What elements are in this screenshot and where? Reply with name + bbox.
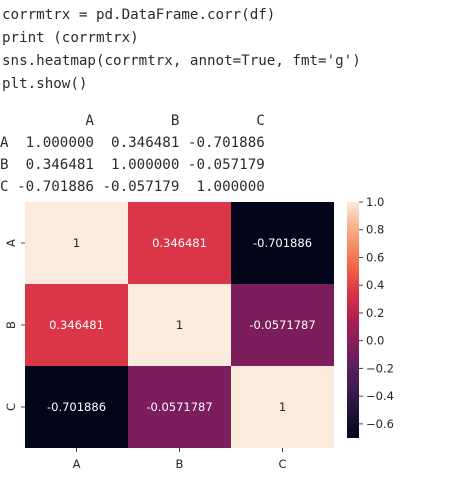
x-tick-label: A	[73, 457, 81, 471]
heatmap-cell	[128, 202, 231, 284]
heatmap-cell	[231, 284, 334, 366]
code-line: print (corrmtrx)	[2, 30, 139, 46]
heatmap-cell	[231, 202, 334, 284]
heatmap-cell-annotation: 1	[73, 236, 80, 250]
heatmap-cell-annotation: -0.701886	[253, 236, 312, 250]
colorbar-tick-label: 0.8	[366, 223, 384, 237]
code-cell[interactable]: corrmtrx = pd.DataFrame.corr(df) print (…	[2, 4, 464, 96]
heatmap-cell-annotation: -0.0571787	[249, 318, 315, 332]
x-tick-label: C	[278, 457, 286, 471]
colorbar-tick-label: −0.6	[366, 417, 394, 431]
code-line: sns.heatmap(corrmtrx, annot=True, fmt='g…	[2, 53, 361, 69]
dataframe-row: A 1.000000 0.346481 -0.701886	[0, 135, 265, 151]
y-tick-label: A	[4, 239, 18, 247]
dataframe-row: B 0.346481 1.000000 -0.057179	[0, 157, 265, 173]
heatmap-cell-annotation: -0.0571787	[146, 400, 212, 414]
code-line: plt.show()	[2, 76, 88, 92]
heatmap-cell-annotation: 0.346481	[49, 318, 104, 332]
colorbar	[347, 202, 359, 438]
colorbar-tick-label: −0.4	[366, 389, 394, 403]
heatmap-cell	[25, 366, 128, 448]
dataframe-output: A B C A 1.000000 0.346481 -0.701886 B 0.…	[0, 110, 462, 198]
colorbar-tick-label: 1.0	[366, 196, 384, 209]
heatmap-cell-annotation: 1	[279, 400, 286, 414]
code-line: corrmtrx = pd.DataFrame.corr(df)	[2, 7, 276, 23]
y-tick-label: C	[4, 403, 18, 411]
heatmap-cell-annotation: 1	[176, 318, 183, 332]
x-tick-label: B	[176, 457, 184, 471]
heatmap-cell-annotation: -0.701886	[47, 400, 106, 414]
heatmap-chart: 1 0.346481 -0.701886 0.346481 1 -0.0571787 -0.…	[4, 196, 394, 471]
dataframe-header-row: A B C	[0, 113, 265, 129]
colorbar-tick-label: 0.4	[366, 278, 384, 292]
colorbar-tick-label: −0.2	[366, 361, 394, 375]
colorbar-tick-label: 0.6	[366, 250, 384, 264]
heatmap-cell	[25, 202, 128, 284]
dataframe-row: C -0.701886 -0.057179 1.000000	[0, 179, 265, 195]
heatmap-cell	[25, 284, 128, 366]
y-tick-label: B	[4, 321, 18, 329]
colorbar-tick-label: 0.0	[366, 334, 384, 348]
heatmap-cell	[231, 366, 334, 448]
heatmap-cell	[128, 284, 231, 366]
heatmap-cell-annotation: 0.346481	[152, 236, 207, 250]
colorbar-tick-label: 0.2	[366, 306, 384, 320]
heatmap-cell	[128, 366, 231, 448]
